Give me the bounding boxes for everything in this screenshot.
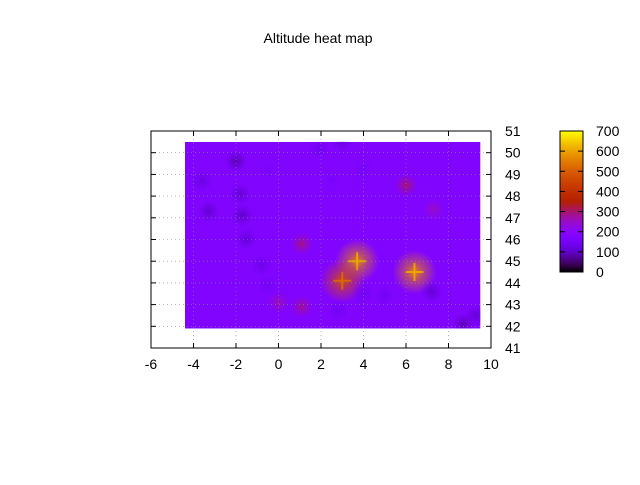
y-tick-label: 48 <box>505 188 521 204</box>
colorbar-tick-label: 300 <box>596 204 620 220</box>
colorbar-gradient <box>559 130 584 273</box>
heatmap-point <box>395 174 417 197</box>
y-tick-label: 42 <box>505 318 521 334</box>
y-tick-label: 46 <box>505 232 521 248</box>
heatmap-point <box>422 198 445 221</box>
heatmap-point <box>191 169 213 192</box>
heatmap-points <box>191 141 481 329</box>
heatmap-point <box>320 169 343 192</box>
heatmap-point <box>327 300 349 323</box>
heatmap-point <box>290 295 313 318</box>
y-tick-label: 44 <box>505 275 521 291</box>
heatmap-point <box>256 274 279 297</box>
y-tick-label: 51 <box>505 123 521 139</box>
y-tick-label: 49 <box>505 166 521 182</box>
chart-title: Altitude heat map <box>264 30 373 46</box>
heatmap-point <box>420 280 443 303</box>
heatmap-point <box>352 282 375 305</box>
heatmap-point <box>352 159 375 182</box>
heatmap-layer <box>185 141 481 329</box>
heatmap-point <box>231 204 254 227</box>
heatmap-point <box>229 182 252 205</box>
colorbar-tick-label: 0 <box>596 264 604 280</box>
y-tick-label: 41 <box>505 340 521 356</box>
heatmap-point <box>331 141 354 153</box>
heatmap-peak-mark <box>333 271 352 290</box>
x-tick-label: -2 <box>230 356 243 372</box>
heatmap-point <box>267 291 290 314</box>
colorbar-tick-label: 400 <box>596 183 620 199</box>
y-tick-label: 47 <box>505 210 521 226</box>
colorbar-tick-label: 500 <box>596 163 620 179</box>
colorbar-tick-label: 600 <box>596 143 620 159</box>
heatmap-point <box>197 200 220 223</box>
heatmap-peak-mark <box>405 263 424 282</box>
x-tick-label: 10 <box>483 356 499 372</box>
x-tick-label: -6 <box>145 356 158 372</box>
x-tick-label: 0 <box>275 356 283 372</box>
heatmap-point <box>256 159 279 182</box>
x-tick-label: 4 <box>360 356 368 372</box>
x-tick-label: -4 <box>187 356 200 372</box>
y-tick-label: 43 <box>505 297 521 313</box>
colorbar-tick-label: 700 <box>596 123 620 139</box>
heatmap-point <box>235 228 258 251</box>
heatmap-point <box>373 284 396 307</box>
x-axis: -6 -4 -2 0 2 4 6 8 10 <box>145 131 499 372</box>
heatmap-point <box>250 254 273 277</box>
y-tick-label: 50 <box>505 145 521 161</box>
heatmap-point <box>290 232 313 255</box>
x-tick-label: 8 <box>445 356 453 372</box>
colorbar-tick-label: 100 <box>596 244 620 260</box>
colorbar: 0 100 200 300 400 500 600 700 <box>559 123 620 280</box>
colorbar-tick-label: 200 <box>596 224 620 240</box>
x-tick-label: 6 <box>402 356 410 372</box>
colorbar-ticks: 0 100 200 300 400 500 600 700 <box>560 123 620 280</box>
heatmap-point <box>465 304 481 327</box>
heatmap-point <box>225 150 247 173</box>
x-tick-label: 2 <box>317 356 325 372</box>
heatmap-point <box>307 141 330 160</box>
y-axis: 41 42 43 44 45 46 47 48 49 50 51 <box>151 123 521 356</box>
grid-lines <box>151 131 491 348</box>
y-tick-label: 45 <box>505 253 521 269</box>
